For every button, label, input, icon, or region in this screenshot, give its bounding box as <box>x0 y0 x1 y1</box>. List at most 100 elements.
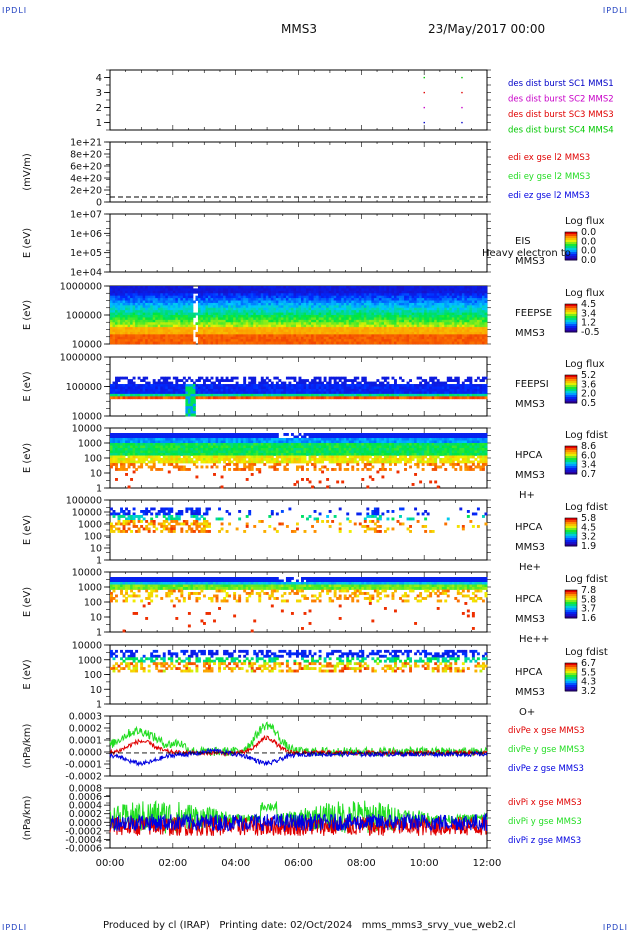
heatmap-cell <box>225 334 229 338</box>
heatmap-cell <box>230 391 234 395</box>
heatmap-cell <box>110 384 113 387</box>
heatmap-cell <box>366 317 370 321</box>
heatmap-cell <box>356 388 360 392</box>
heatmap-cell <box>479 327 483 330</box>
heatmap-cell <box>165 334 169 338</box>
heatmap-cell <box>177 319 181 323</box>
heatmap-cell <box>225 290 229 294</box>
heatmap-cell <box>265 327 269 330</box>
heatmap-cell <box>331 336 335 340</box>
heatmap-cell <box>180 293 184 297</box>
heatmap-cell <box>268 339 272 342</box>
heatmap-cell <box>233 331 237 335</box>
heatmap-cell <box>238 286 242 289</box>
heatmap-cell <box>328 317 332 321</box>
heatmap-cell <box>238 327 242 330</box>
heatmap-cell <box>424 391 428 395</box>
heatmap-cell <box>295 300 299 304</box>
heatmap-cell <box>145 319 149 323</box>
heatmap-cell <box>192 300 196 304</box>
heatmap-cell <box>295 312 299 316</box>
heatmap-cell <box>223 290 227 294</box>
heatmap-cell <box>125 334 128 338</box>
heatmap-cell <box>248 315 252 318</box>
heatmap-cell <box>295 286 299 289</box>
heatmap-cell <box>348 393 352 397</box>
heatmap-cell <box>132 286 136 289</box>
heatmap-cell <box>421 307 425 311</box>
heatmap-cell <box>456 310 460 313</box>
heatmap-cell <box>150 336 154 340</box>
heatmap-cell <box>260 312 264 316</box>
heatmap-cell <box>172 396 176 400</box>
heatmap-cell <box>394 379 397 382</box>
heatmap-cell <box>459 327 463 330</box>
corner-label-bottom-right: IPDLI <box>602 923 628 932</box>
heatmap-cell <box>378 388 382 392</box>
heatmap-cell <box>245 336 249 340</box>
heatmap-cell <box>157 295 161 299</box>
heatmap-cell <box>162 312 166 316</box>
heatmap-cell <box>190 341 194 345</box>
heatmap-cell <box>308 293 312 297</box>
heatmap-cell <box>346 295 350 299</box>
heatmap-cell <box>235 381 239 385</box>
heatmap-cell <box>202 379 206 382</box>
heatmap-cell <box>127 379 131 382</box>
heatmap-cell <box>135 391 139 395</box>
heatmap-cell <box>381 339 385 342</box>
heatmap-cell <box>240 305 244 309</box>
heatmap-cell <box>285 315 289 318</box>
heatmap-cell <box>157 324 161 328</box>
heatmap-cell <box>318 331 322 335</box>
heatmap-cell <box>434 331 438 335</box>
heatmap-cell <box>318 322 322 326</box>
heatmap-cell <box>190 388 194 392</box>
heatmap-cell <box>411 286 415 289</box>
heatmap-cell <box>132 376 136 380</box>
heatmap-cell <box>145 388 149 392</box>
heatmap-cell <box>409 288 412 292</box>
heatmap-cell <box>414 384 418 387</box>
heatmap-cell <box>130 295 134 299</box>
heatmap-cell <box>338 295 342 299</box>
heatmap-cell <box>333 393 337 397</box>
heatmap-cell <box>368 324 372 328</box>
heatmap-cell <box>311 339 314 342</box>
heatmap-cell <box>147 298 151 301</box>
heatmap-cell <box>285 393 289 397</box>
heatmap-cell <box>152 396 156 400</box>
heatmap-cell <box>366 290 370 294</box>
heatmap-cell <box>208 384 211 387</box>
heatmap-cell <box>167 286 171 289</box>
heatmap-cell <box>182 341 186 345</box>
heatmap-cell <box>218 298 221 301</box>
heatmap-cell <box>446 315 450 318</box>
heatmap-cell <box>471 307 475 311</box>
heatmap-cell <box>399 341 402 345</box>
heatmap-cell <box>474 295 478 299</box>
heatmap-cell <box>270 302 274 306</box>
heatmap-cell <box>265 396 269 400</box>
heatmap-cell <box>424 312 428 316</box>
heatmap-cell <box>471 290 475 294</box>
heatmap-cell <box>321 384 325 387</box>
heatmap-cell <box>130 329 134 333</box>
heatmap-cell <box>290 319 294 323</box>
panel-label: FEEPSE <box>515 308 552 319</box>
heatmap-cell <box>263 322 267 326</box>
heatmap-cell <box>391 327 395 330</box>
heatmap-cell <box>323 329 327 333</box>
heatmap-cell <box>311 317 314 321</box>
heatmap-cell <box>233 315 237 318</box>
heatmap-cell <box>321 339 325 342</box>
heatmap-cell <box>230 327 234 330</box>
heatmap-cell <box>333 341 337 345</box>
heatmap-cell <box>333 312 337 316</box>
colorbar-value: 0.0 <box>581 255 596 266</box>
heatmap-cell <box>220 298 224 301</box>
heatmap-cell <box>313 290 317 294</box>
heatmap-cell <box>376 319 380 323</box>
heatmap-cell <box>358 312 362 316</box>
